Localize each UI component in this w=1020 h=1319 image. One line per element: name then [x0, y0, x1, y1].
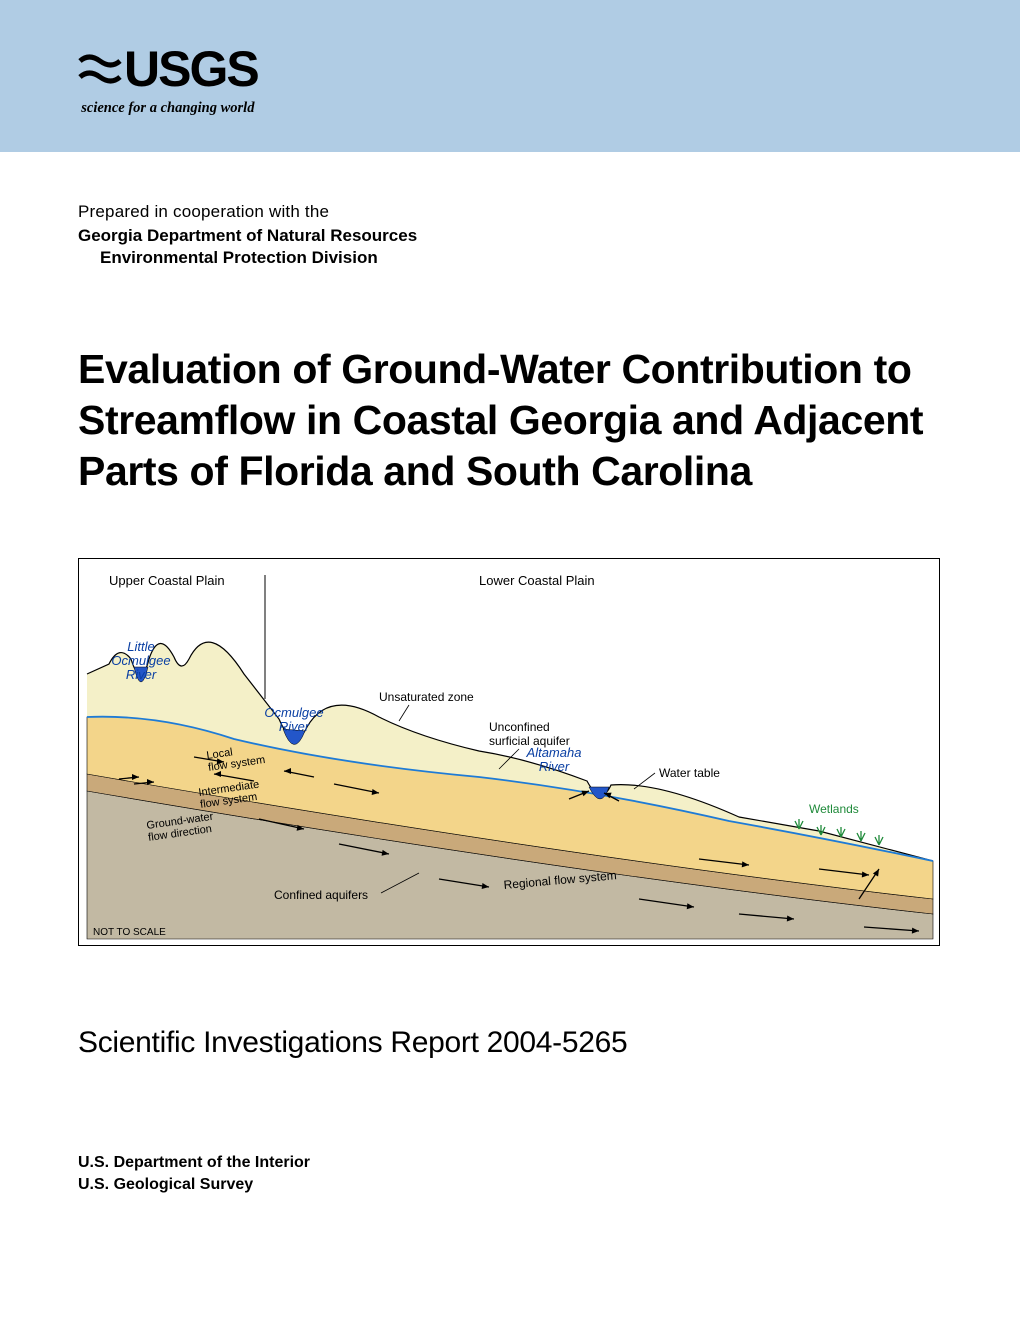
report-series: Scientific Investigations Report 2004-52…	[78, 1026, 942, 1060]
svg-text:Lower Coastal Plain: Lower Coastal Plain	[479, 573, 595, 588]
footer-agencies: U.S. Department of the Interior U.S. Geo…	[78, 1152, 942, 1195]
svg-text:Confined aquifers: Confined aquifers	[274, 888, 368, 902]
cooperation-dept: Georgia Department of Natural Resources	[78, 226, 942, 246]
header-band: USGS science for a changing world	[0, 0, 1020, 152]
svg-text:Upper Coastal Plain: Upper Coastal Plain	[109, 573, 225, 588]
svg-text:Water table: Water table	[659, 766, 720, 780]
svg-text:NOT TO SCALE: NOT TO SCALE	[93, 927, 166, 938]
footer-usgs: U.S. Geological Survey	[78, 1174, 942, 1196]
svg-text:Unconfined: Unconfined	[489, 720, 550, 734]
footer-dept-interior: U.S. Department of the Interior	[78, 1152, 942, 1174]
logo-mark: USGS	[78, 40, 258, 98]
usgs-logo: USGS science for a changing world	[78, 40, 258, 117]
page-content: Prepared in cooperation with the Georgia…	[0, 152, 1020, 1196]
svg-text:surficial aquifer: surficial aquifer	[489, 734, 570, 748]
svg-text:Unsaturated zone: Unsaturated zone	[379, 690, 474, 704]
cross-section-diagram: Upper Coastal PlainLower Coastal PlainLi…	[78, 558, 940, 946]
svg-text:Wetlands: Wetlands	[809, 802, 859, 816]
cooperation-division: Environmental Protection Division	[100, 248, 942, 268]
logo-tagline: science for a changing world	[81, 100, 254, 117]
report-title: Evaluation of Ground-Water Contribution …	[78, 344, 942, 496]
cooperation-intro: Prepared in cooperation with the	[78, 202, 942, 222]
waves-icon	[78, 47, 122, 91]
logo-abbr: USGS	[124, 40, 258, 98]
